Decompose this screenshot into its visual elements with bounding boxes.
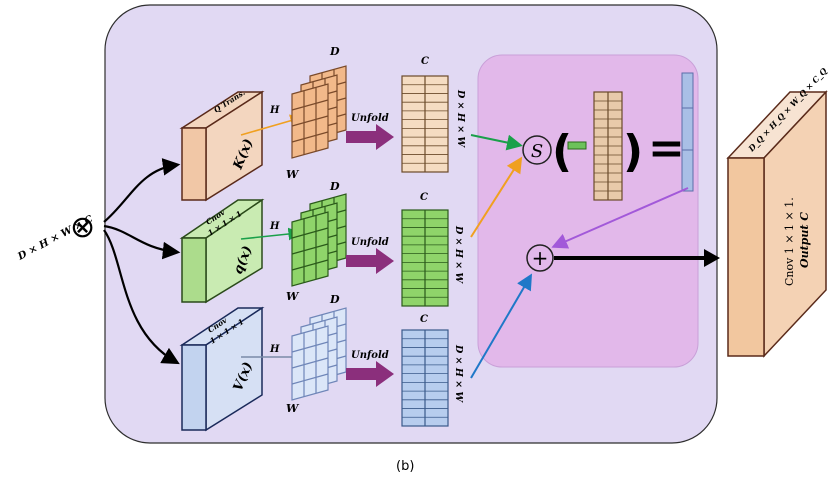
q-grid xyxy=(291,193,347,287)
q-grid-grid-line xyxy=(291,259,329,271)
q-unfold-label: Unfold xyxy=(351,237,389,248)
k-matrix xyxy=(401,75,449,173)
v-grid-grid-line xyxy=(291,341,329,353)
q-h-arrow xyxy=(240,227,302,241)
k-unfold-label: Unfold xyxy=(351,113,389,124)
v-grid xyxy=(291,307,347,401)
k-grid-grid-line xyxy=(291,99,329,111)
output-line1: Cnov 1 × 1 × 1. xyxy=(783,197,796,286)
input-arrow-q xyxy=(103,224,181,260)
input-arrow-v xyxy=(103,229,180,365)
attention-weight-column xyxy=(681,72,694,192)
k-w-label: W xyxy=(286,168,300,181)
v-unfold-arrow xyxy=(346,361,394,387)
q-side-label: D × H × W xyxy=(453,225,464,284)
v-matrix xyxy=(401,329,449,427)
equals-symbol: = xyxy=(648,123,685,174)
v-grid-layer xyxy=(291,325,329,401)
q-unfold-arrow xyxy=(346,248,394,274)
figure-caption: (b) xyxy=(396,459,414,474)
q-grid-grid-line xyxy=(291,243,329,255)
k-h-label: H xyxy=(269,105,280,116)
softmax-symbol: S xyxy=(531,141,543,162)
q-c-label: C xyxy=(420,192,428,203)
q-grid-grid-line xyxy=(291,227,329,239)
attention-panel xyxy=(477,54,699,368)
key-matrix-column xyxy=(593,91,623,201)
q-w-label: W xyxy=(286,290,300,303)
branch-v: Cnov 1 × 1 × 1 V(x) H D W Unfold C D × H… xyxy=(179,293,464,432)
q-d-label: D xyxy=(329,180,340,193)
input-arrow-k xyxy=(103,158,181,223)
paren-close: ) xyxy=(623,126,643,177)
k-grid-layer xyxy=(291,83,329,159)
k-side-label: D × H × W xyxy=(455,89,466,148)
output-block: D_Q × H_Q × W_Q × C_Q Cnov 1 × 1 × 1. Ou… xyxy=(726,66,829,358)
weights-to-add-arrow xyxy=(551,187,689,249)
output-arrowhead xyxy=(704,249,720,267)
query-vector xyxy=(567,141,587,150)
q-grid-layer xyxy=(291,211,329,287)
v-grid-grid-line xyxy=(291,357,329,369)
output-line2: Output C xyxy=(798,212,811,268)
k-grid-grid-line xyxy=(291,131,329,143)
k-d-label: D xyxy=(329,45,340,58)
add-symbol: + xyxy=(532,246,549,270)
tensor-product-symbol: ⊗ xyxy=(70,210,95,245)
v-h-label: H xyxy=(269,344,280,355)
softmax-circle xyxy=(522,135,552,165)
k-unfold-arrow xyxy=(346,124,394,150)
add-circle xyxy=(526,244,554,272)
v-side-label: D × H × W xyxy=(453,344,464,403)
k-h-arrow xyxy=(240,114,304,136)
q-box-front xyxy=(181,237,207,303)
q-matrix xyxy=(401,209,449,307)
k-grid-grid-line xyxy=(291,115,329,127)
v-grid-grid-line xyxy=(291,373,329,385)
v-d-label: D xyxy=(329,293,340,306)
output-front xyxy=(727,157,765,357)
paren-open: ( xyxy=(552,126,572,177)
v-w-label: W xyxy=(286,402,300,415)
k-box-front xyxy=(181,127,207,201)
k-to-softmax-arrow xyxy=(470,134,523,151)
v-unfold-label: Unfold xyxy=(351,350,389,361)
q-h-label: H xyxy=(269,221,280,232)
v-c-label: C xyxy=(420,314,428,325)
v-box-front xyxy=(181,344,207,431)
v-to-add-arrow xyxy=(470,273,533,379)
k-c-label: C xyxy=(421,56,429,67)
branch-q: Cnov 1 × 1 × 1 q(x) H D W Unfold C D × H… xyxy=(179,180,464,307)
k-grid xyxy=(291,65,347,159)
q-to-softmax-arrow xyxy=(470,156,523,238)
